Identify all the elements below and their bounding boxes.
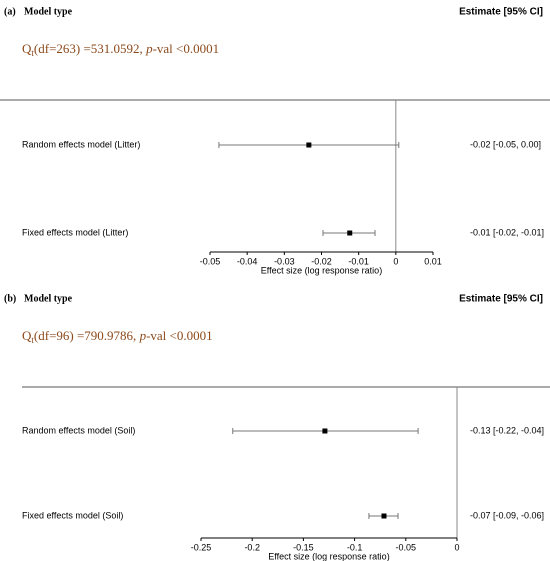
heterogeneity: Qt(df=263) =531.0592, p-val <0.0001 [22, 41, 219, 58]
column-header: Estimate [95% CI] [459, 294, 543, 305]
heterogeneity-part: t [31, 48, 34, 58]
x-tick-label: -0.05 [396, 542, 417, 552]
estimate-point [306, 142, 312, 148]
heterogeneity-part: -val <0.0001 [146, 328, 213, 343]
x-axis-label: Effect size (log response ratio) [261, 265, 382, 275]
value-label: -0.13 [-0.22, -0.04] [470, 425, 544, 435]
heterogeneity-part: (df=96) =790.9786, [34, 328, 140, 343]
x-tick-label: -0.01 [348, 256, 369, 266]
column-header: Model type [24, 293, 73, 304]
x-tick-label: -0.2 [244, 542, 260, 552]
panel-label: (b) [4, 293, 16, 304]
heterogeneity-part: p [139, 328, 147, 343]
estimate-point [347, 230, 353, 236]
x-tick-label: 0.01 [424, 256, 442, 266]
x-tick-label: -0.15 [293, 542, 314, 552]
heterogeneity-part: Q [22, 41, 32, 56]
value-label: -0.07 [-0.09, -0.06] [470, 510, 544, 520]
x-tick-label: -0.04 [237, 256, 258, 266]
column-header: Model type [24, 6, 73, 17]
row-label: Fixed effects model (Soil) [22, 510, 123, 520]
value-label: -0.01 [-0.02, -0.01] [470, 227, 544, 237]
x-tick-label: -0.02 [311, 256, 332, 266]
row-label: Fixed effects model (Litter) [22, 227, 128, 237]
estimate-point [322, 428, 328, 434]
row-label: Random effects model (Soil) [22, 425, 135, 435]
panel-label: (a) [4, 6, 16, 17]
x-tick-label: -0.05 [200, 256, 221, 266]
x-tick-label: 0 [393, 256, 398, 266]
x-tick-label: -0.25 [191, 542, 212, 552]
x-tick-label: 0 [454, 542, 459, 552]
heterogeneity-part: p [145, 41, 153, 56]
x-tick-label: -0.03 [274, 256, 295, 266]
heterogeneity-part: Q [22, 328, 32, 343]
x-tick-label: -0.1 [347, 542, 363, 552]
value-label: -0.02 [-0.05, 0.00] [470, 139, 541, 149]
heterogeneity-part: t [31, 335, 34, 345]
column-header: Estimate [95% CI] [459, 7, 543, 18]
heterogeneity: Qt(df=96) =790.9786, p-val <0.0001 [22, 328, 213, 345]
row-label: Random effects model (Litter) [22, 139, 140, 149]
heterogeneity-part: (df=263) =531.0592, [34, 41, 146, 56]
heterogeneity-part: -val <0.0001 [153, 41, 220, 56]
x-axis-label: Effect size (log response ratio) [268, 551, 389, 561]
estimate-point [381, 513, 387, 519]
